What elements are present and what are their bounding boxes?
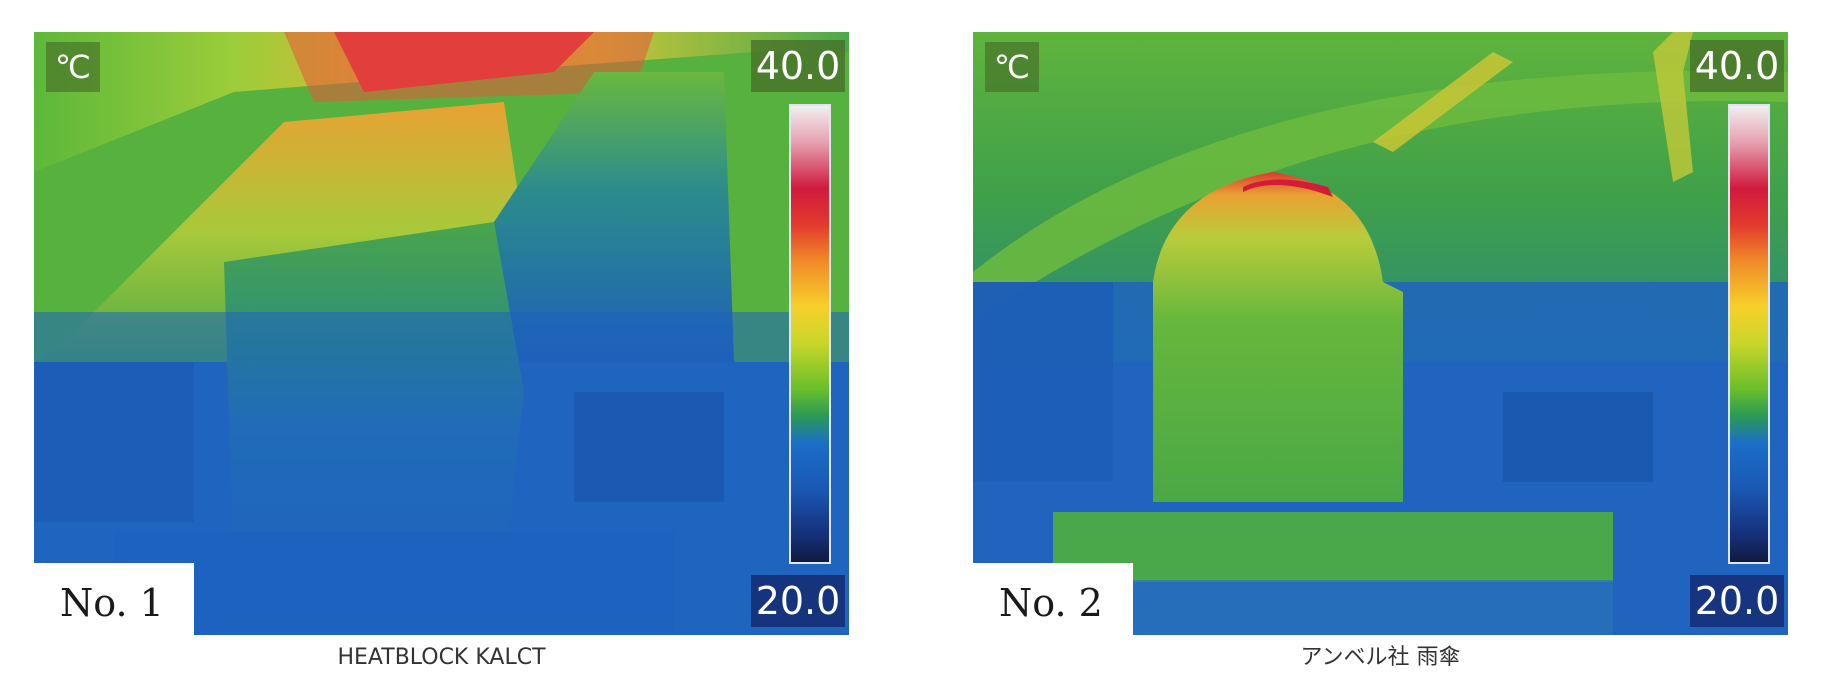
image-caption-2: アンベル社 雨傘 xyxy=(1300,645,1461,670)
thermal-image-1 xyxy=(34,32,849,635)
unit-label: ℃ xyxy=(985,42,1039,92)
image-label: No. 2 xyxy=(973,563,1133,635)
scale-max-value: 40.0 xyxy=(751,40,845,92)
color-scale-bar xyxy=(789,104,831,564)
image-caption-1: HEATBLOCK KALCT xyxy=(337,645,546,670)
color-scale-bar xyxy=(1728,104,1770,564)
thermal-image-2 xyxy=(973,32,1788,635)
scale-min-value: 20.0 xyxy=(1690,575,1784,627)
thermal-panel-2: ℃ 40.0 20.0 No. 2 xyxy=(973,32,1788,635)
scale-min-value: 20.0 xyxy=(751,575,845,627)
thermal-panel-1: ℃ 40.0 20.0 No. 1 xyxy=(34,32,849,635)
unit-label: ℃ xyxy=(46,42,100,92)
thermal-image-1-graphic xyxy=(34,32,849,635)
thermal-image-2-graphic xyxy=(973,32,1788,635)
image-label: No. 1 xyxy=(34,563,194,635)
scale-max-value: 40.0 xyxy=(1690,40,1784,92)
